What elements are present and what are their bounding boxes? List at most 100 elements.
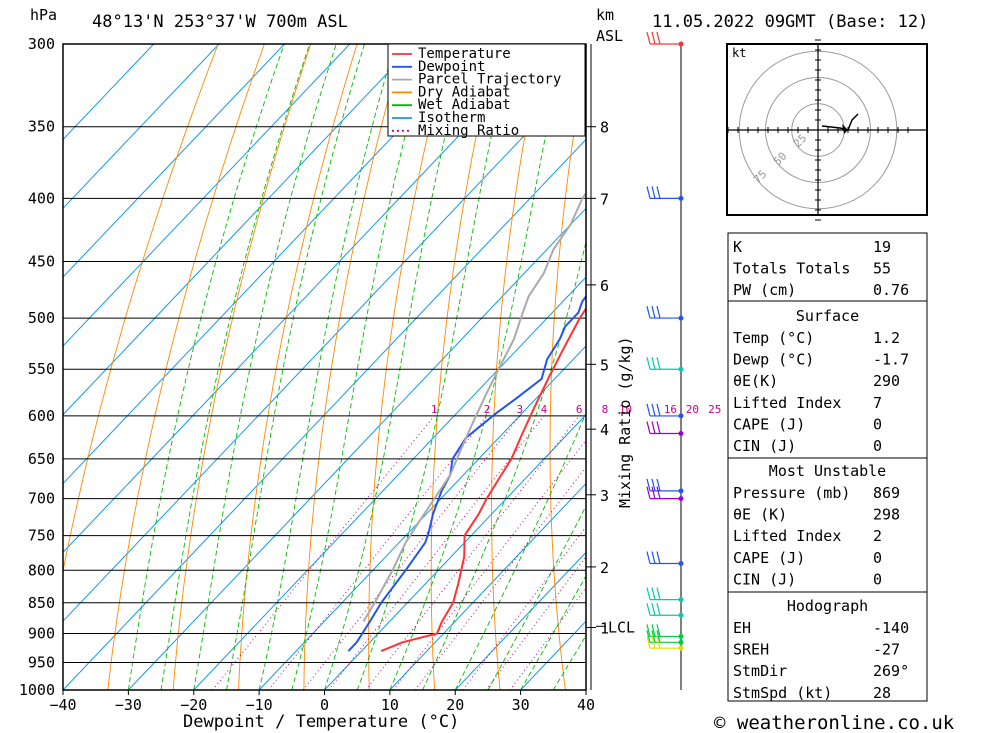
wind-barb-flag (651, 478, 656, 492)
mixing-ratio-line (485, 555, 586, 690)
location-title: 48°13'N 253°37'W 700m ASL (92, 12, 348, 32)
isotherm-line (324, 414, 586, 690)
table-row-value: 869 (873, 484, 900, 502)
pressure-tick-label: 300 (28, 35, 55, 53)
wind-barb-flag (651, 357, 656, 370)
table-row-value: 269° (873, 662, 909, 680)
wind-profile (646, 31, 684, 690)
km-tick-label: 6 (600, 277, 609, 295)
wind-barb-flag (646, 486, 651, 499)
wind-barb-flag (651, 421, 656, 434)
pressure-tick-label: 400 (28, 189, 55, 207)
table-row-value: 28 (873, 684, 891, 702)
mixing-ratio-label: 8 (602, 403, 609, 416)
mixing-ratio-label: 20 (686, 403, 699, 416)
table-row-label: CIN (J) (733, 570, 796, 588)
mixing-ratio-label: 10 (619, 403, 632, 416)
dry-adiabat-line (430, 44, 497, 690)
km-label: km (596, 6, 614, 24)
plot-frame (62, 43, 587, 691)
pressure-tick-label: 850 (28, 594, 55, 612)
wind-barb-flag (656, 636, 661, 649)
mixing-ratio-axis-label: Mixing Ratio (g/kg) (616, 336, 634, 508)
legend-entry: Isotherm (418, 110, 485, 126)
wind-barb-flag (646, 636, 651, 649)
wind-barb-flag (651, 587, 656, 600)
mixing-ratio-label: 1 (431, 403, 438, 416)
wind-barb-flag (646, 551, 651, 564)
temp-tick-label: −30 (115, 696, 142, 714)
table-row-label: SREH (733, 641, 769, 659)
wind-barb-flag (656, 357, 661, 370)
isotherm-line (63, 44, 416, 416)
temp-tick-label: 40 (577, 696, 595, 714)
wind-barb-flag (646, 624, 651, 637)
hodograph-unit-label: kt (732, 46, 746, 60)
wind-barb-flag (651, 31, 656, 45)
isotherm-line (63, 44, 547, 554)
table-row-value: 55 (873, 260, 891, 278)
mixing-ratio-label: 3 (517, 403, 524, 416)
legend-entry: Parcel Trajectory (418, 72, 561, 88)
mixing-ratio-line (365, 415, 580, 690)
datetime-title: 11.05.2022 09GMT (Base: 12) (652, 12, 928, 32)
table-row-value: 2 (873, 527, 882, 545)
wind-barb-flag (646, 31, 651, 45)
hpa-label: hPa (30, 6, 57, 24)
wet-adiabat-line (324, 44, 468, 690)
series-temperature (380, 306, 586, 653)
wind-barb-flag (656, 186, 661, 199)
legend-entry: Wet Adiabat (418, 97, 511, 113)
pressure-tick-label: 550 (28, 360, 55, 378)
dry-adiabat-line (238, 44, 358, 690)
pressure-tick-label: 900 (28, 624, 55, 642)
mixing-ratio-label: 25 (708, 403, 721, 416)
wet-adiabat-line (389, 44, 565, 690)
wet-adiabat-line (193, 44, 337, 690)
wind-barb-flag (646, 305, 651, 319)
temp-tick-label: −20 (180, 696, 207, 714)
wet-adiabat-line (291, 44, 430, 690)
table-row-value: 298 (873, 506, 900, 524)
mixing-ratio-label: 4 (541, 403, 548, 416)
table-row-label: Dewp (°C) (733, 351, 814, 369)
mixing-ratio-label: 6 (576, 403, 583, 416)
table-row-value: 0 (873, 549, 882, 567)
table-row-value: 290 (873, 372, 900, 390)
wind-barb-flag (656, 478, 661, 492)
table-row-value: -27 (873, 641, 900, 659)
wind-barb-flag (651, 403, 656, 417)
wind-barb-flag (656, 551, 661, 564)
legend-entry: Dry Adiabat (418, 84, 511, 100)
legend-entry: Mixing Ratio (418, 123, 519, 139)
wind-barb-flag (656, 587, 661, 600)
isotherm-line (454, 551, 586, 690)
isotherm-line (128, 207, 586, 690)
km-tick-label: 3 (600, 487, 609, 505)
mixing-ratio-line (302, 415, 521, 690)
dry-adiabat-line (107, 44, 265, 690)
table-row-label: CAPE (J) (733, 415, 805, 433)
wind-barb-flag (651, 305, 656, 319)
wind-barb-flag (646, 478, 651, 492)
dry-adiabat-line (549, 56, 586, 690)
table-row-label: θE (K) (733, 506, 787, 524)
table-row-label: StmDir (733, 662, 787, 680)
table-section-title: Most Unstable (769, 462, 886, 480)
table-row-label: Lifted Index (733, 394, 841, 412)
wind-barb-flag (656, 486, 661, 499)
isotherm-line (389, 482, 586, 690)
table-row-label: CAPE (J) (733, 549, 805, 567)
wet-adiabat-line (487, 505, 586, 690)
wind-barb-flag (656, 305, 661, 319)
isotherm-line (63, 44, 155, 141)
km-tick-label: 4 (600, 421, 609, 439)
isotherm-line (63, 44, 481, 485)
wind-barb-flag (646, 357, 651, 370)
table-row-label: CIN (J) (733, 437, 796, 455)
pressure-tick-label: 650 (28, 450, 55, 468)
table-section-title: Surface (796, 307, 859, 325)
wind-barb-flag (646, 403, 651, 417)
temp-tick-label: 0 (320, 696, 329, 714)
